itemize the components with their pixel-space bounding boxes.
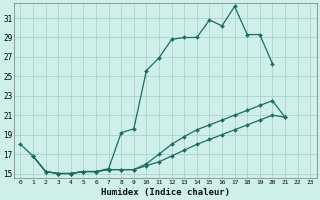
X-axis label: Humidex (Indice chaleur): Humidex (Indice chaleur) — [101, 188, 230, 197]
